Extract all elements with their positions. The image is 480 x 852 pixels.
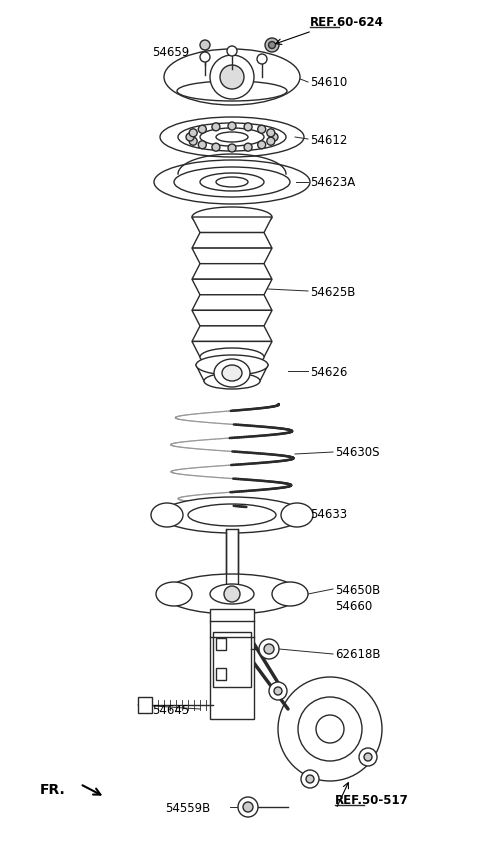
Circle shape <box>268 43 276 49</box>
Circle shape <box>306 775 314 783</box>
Circle shape <box>227 47 237 57</box>
Circle shape <box>265 39 279 53</box>
Text: 62618B: 62618B <box>335 648 381 660</box>
Ellipse shape <box>160 118 304 158</box>
Text: REF.60-624: REF.60-624 <box>310 15 384 28</box>
Circle shape <box>228 123 236 131</box>
Ellipse shape <box>174 168 290 198</box>
Ellipse shape <box>196 355 268 376</box>
Ellipse shape <box>177 82 287 102</box>
Polygon shape <box>192 342 272 358</box>
Circle shape <box>189 138 197 146</box>
Circle shape <box>267 138 275 146</box>
Polygon shape <box>192 280 272 296</box>
Ellipse shape <box>188 504 276 527</box>
Text: FR.: FR. <box>40 782 66 796</box>
Bar <box>210 609 254 719</box>
Bar <box>216 668 226 680</box>
Circle shape <box>198 141 206 150</box>
Ellipse shape <box>272 582 308 607</box>
Circle shape <box>264 644 274 654</box>
Circle shape <box>200 41 210 51</box>
Circle shape <box>316 715 344 743</box>
Text: 54633: 54633 <box>310 507 347 520</box>
Ellipse shape <box>222 366 242 382</box>
Circle shape <box>258 126 266 134</box>
Ellipse shape <box>200 348 264 366</box>
Text: 54623A: 54623A <box>310 176 355 189</box>
Bar <box>213 632 251 688</box>
Ellipse shape <box>204 373 260 389</box>
Circle shape <box>220 66 244 90</box>
Ellipse shape <box>156 582 192 607</box>
Ellipse shape <box>216 133 248 143</box>
Circle shape <box>198 126 206 134</box>
Circle shape <box>259 639 279 659</box>
Circle shape <box>274 688 282 695</box>
Circle shape <box>269 682 287 700</box>
Text: 54610: 54610 <box>310 77 347 89</box>
Text: 54659: 54659 <box>152 47 189 60</box>
Text: 54650B: 54650B <box>335 583 380 596</box>
Polygon shape <box>192 233 272 249</box>
Ellipse shape <box>164 574 300 614</box>
Circle shape <box>298 697 362 761</box>
Circle shape <box>186 134 194 141</box>
Text: 54645: 54645 <box>152 703 189 716</box>
Text: 54630S: 54630S <box>335 446 380 459</box>
Text: 54559B: 54559B <box>165 801 210 814</box>
Circle shape <box>301 770 319 788</box>
Ellipse shape <box>281 504 313 527</box>
Circle shape <box>212 144 220 152</box>
Ellipse shape <box>214 360 250 388</box>
Ellipse shape <box>210 584 254 604</box>
Ellipse shape <box>200 129 264 147</box>
Circle shape <box>243 802 253 812</box>
Bar <box>216 638 226 650</box>
Text: 54660: 54660 <box>335 599 372 612</box>
Ellipse shape <box>164 50 300 106</box>
Ellipse shape <box>192 208 272 227</box>
Circle shape <box>210 56 254 100</box>
Polygon shape <box>192 311 272 326</box>
Bar <box>226 529 238 590</box>
Ellipse shape <box>154 161 310 204</box>
Text: 54626: 54626 <box>310 365 348 378</box>
Ellipse shape <box>151 504 183 527</box>
Text: 54625B: 54625B <box>310 285 355 298</box>
Circle shape <box>189 130 197 138</box>
Circle shape <box>212 124 220 132</box>
Ellipse shape <box>178 124 286 152</box>
Circle shape <box>228 145 236 153</box>
Circle shape <box>224 586 240 602</box>
Polygon shape <box>192 264 272 280</box>
Circle shape <box>238 797 258 817</box>
Ellipse shape <box>200 174 264 192</box>
Polygon shape <box>192 326 272 342</box>
Circle shape <box>359 748 377 766</box>
Circle shape <box>270 134 278 141</box>
Circle shape <box>244 124 252 132</box>
Circle shape <box>257 55 267 65</box>
Circle shape <box>278 677 382 781</box>
Text: REF.50-517: REF.50-517 <box>335 792 409 805</box>
Circle shape <box>244 144 252 152</box>
Ellipse shape <box>160 498 304 533</box>
Ellipse shape <box>216 178 248 187</box>
Polygon shape <box>192 218 272 233</box>
Polygon shape <box>192 296 272 311</box>
Circle shape <box>258 141 266 150</box>
Bar <box>138 697 152 713</box>
Circle shape <box>364 753 372 761</box>
Circle shape <box>267 130 275 138</box>
Text: 54612: 54612 <box>310 134 348 147</box>
Polygon shape <box>192 249 272 264</box>
Circle shape <box>200 53 210 63</box>
